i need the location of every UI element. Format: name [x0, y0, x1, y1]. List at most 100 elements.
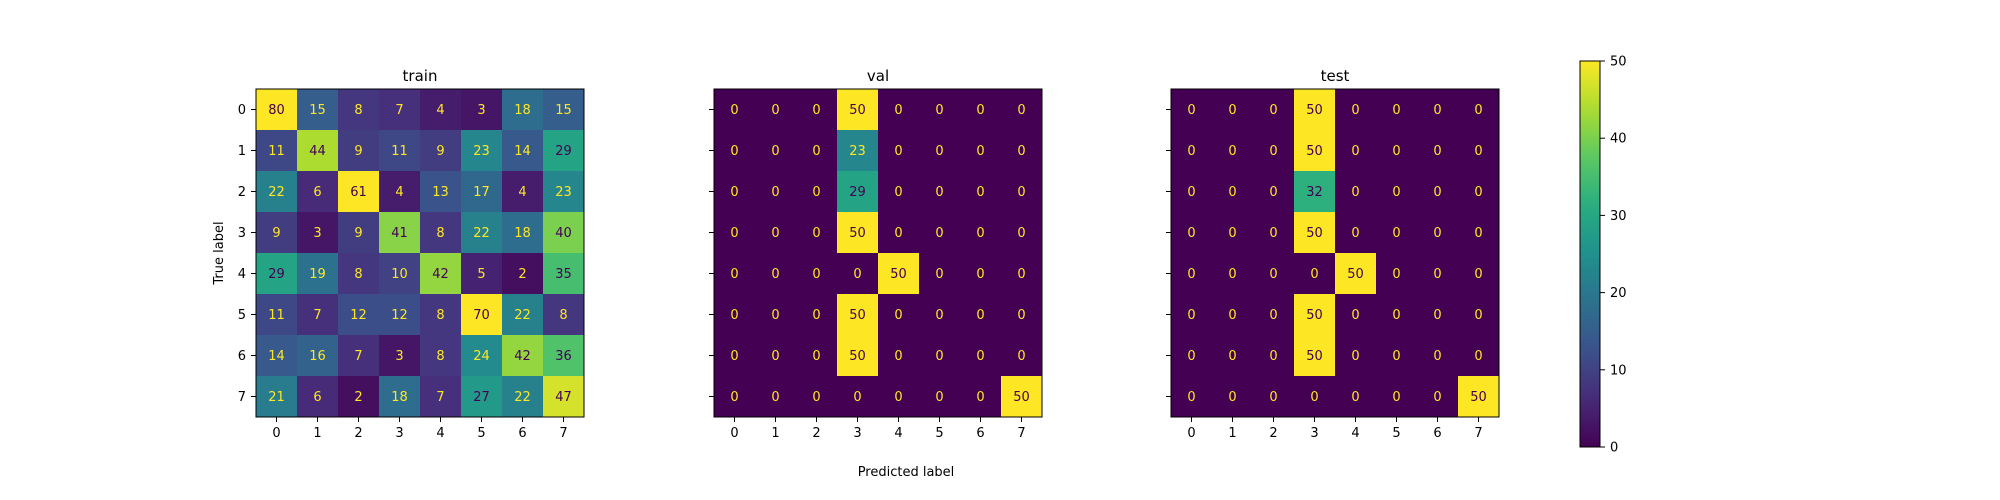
x-tick-label: 0 — [272, 426, 280, 441]
cell-value-label: 50 — [1013, 390, 1030, 405]
cell-value-label: 11 — [391, 144, 408, 159]
heatmap-cell — [1376, 89, 1418, 131]
cell-value-label: 0 — [976, 349, 984, 364]
cell-value-label: 0 — [812, 349, 820, 364]
heatmap-cell — [379, 294, 421, 336]
cell-value-label: 0 — [771, 226, 779, 241]
x-tick-label: 5 — [477, 426, 485, 441]
heatmap-cell — [461, 294, 503, 336]
heatmap-cell — [297, 335, 339, 377]
heatmap-cell — [960, 89, 1002, 131]
cell-value-label: 12 — [350, 308, 367, 323]
heatmap-cell — [502, 294, 544, 336]
cell-value-label: 7 — [436, 390, 444, 405]
heatmap-cell — [420, 212, 462, 254]
cell-value-label: 3 — [313, 226, 321, 241]
shared-x-axis-label: Predicted label — [858, 465, 955, 480]
heatmap-cell — [543, 335, 585, 377]
cell-value-label: 42 — [514, 349, 531, 364]
cell-value-label: 11 — [268, 144, 285, 159]
cell-value-label: 4 — [436, 103, 444, 118]
heatmap-cell — [1253, 335, 1295, 377]
cell-value-label: 6 — [313, 185, 321, 200]
cell-value-label: 47 — [555, 390, 572, 405]
cell-value-label: 42 — [432, 267, 449, 282]
heatmap-cell — [461, 376, 503, 418]
x-tick-label: 4 — [436, 426, 444, 441]
heatmap-cell — [379, 89, 421, 131]
heatmap-cell — [1417, 376, 1459, 418]
cell-value-label: 0 — [1187, 103, 1195, 118]
x-tick-label: 2 — [812, 426, 820, 441]
x-tick-label: 0 — [1187, 426, 1195, 441]
cell-value-label: 0 — [1351, 185, 1359, 200]
cell-value-label: 32 — [1306, 185, 1323, 200]
heatmap-cell — [461, 253, 503, 295]
x-tick-label: 2 — [1269, 426, 1277, 441]
heatmap-cell — [1458, 89, 1500, 131]
cell-value-label: 0 — [1474, 144, 1482, 159]
cell-value-label: 18 — [391, 390, 408, 405]
cell-value-label: 40 — [555, 226, 572, 241]
cell-value-label: 0 — [730, 226, 738, 241]
heatmap-cell — [297, 253, 339, 295]
x-tick-label: 0 — [730, 426, 738, 441]
cell-value-label: 0 — [1017, 185, 1025, 200]
heatmap-cell — [878, 335, 920, 377]
heatmap-cell — [543, 253, 585, 295]
heatmap-cell — [878, 89, 920, 131]
cell-value-label: 8 — [436, 226, 444, 241]
heatmap-cell — [297, 89, 339, 131]
heatmap-cell — [1001, 212, 1043, 254]
cell-value-label: 0 — [1269, 308, 1277, 323]
cell-value-label: 0 — [935, 267, 943, 282]
shared-y-axis-label: True label — [212, 221, 227, 285]
heatmap-cell — [1376, 376, 1418, 418]
heatmap-cell — [796, 376, 838, 418]
cell-value-label: 0 — [730, 308, 738, 323]
panel-test: 0 0 0 50 0 0 0 00 0 0 50 0 0 0 00 0 0 32 0 0 0 00 0 0 50 0 0 0 00 0 0 0… — [1166, 67, 1500, 441]
cell-value-label: 14 — [268, 349, 285, 364]
heatmap-cell — [379, 376, 421, 418]
cell-value-label: 0 — [1351, 144, 1359, 159]
cell-value-label: 14 — [514, 144, 531, 159]
cell-value-label: 0 — [894, 144, 902, 159]
y-tick-label: 7 — [238, 390, 246, 405]
heatmap-cell — [837, 253, 879, 295]
heatmap-cell — [960, 294, 1002, 336]
cell-value-label: 0 — [894, 390, 902, 405]
colorbar-tick-label: 30 — [1610, 209, 1627, 224]
heatmap-cell — [1253, 89, 1295, 131]
heatmap-cell — [960, 253, 1002, 295]
heatmap-cell — [1458, 294, 1500, 336]
heatmap-cell — [1001, 335, 1043, 377]
heatmap-cell — [1212, 171, 1254, 213]
heatmap-cell — [338, 212, 380, 254]
heatmap-cell — [420, 294, 462, 336]
heatmap-cell — [1417, 335, 1459, 377]
heatmap-cell — [502, 89, 544, 131]
cell-value-label: 0 — [1269, 267, 1277, 282]
cell-value-label: 50 — [890, 267, 907, 282]
cell-value-label: 0 — [1474, 103, 1482, 118]
y-tick-label: 2 — [238, 185, 246, 200]
cell-value-label: 0 — [1433, 267, 1441, 282]
heatmap-cell — [1001, 130, 1043, 172]
heatmap-cell — [379, 212, 421, 254]
heatmap-cell — [297, 294, 339, 336]
heatmap-cell — [338, 253, 380, 295]
cell-value-label: 0 — [1017, 226, 1025, 241]
cell-value-label: 0 — [1474, 349, 1482, 364]
heatmap-cell — [1212, 335, 1254, 377]
heatmap-cell — [1171, 89, 1213, 131]
heatmap-cell — [755, 89, 797, 131]
cell-value-label: 23 — [555, 185, 572, 200]
cell-value-label: 0 — [976, 103, 984, 118]
heatmap-cell — [297, 212, 339, 254]
heatmap-cell — [543, 171, 585, 213]
heatmap-cell — [878, 376, 920, 418]
cell-value-label: 3 — [477, 103, 485, 118]
heatmap-cell — [1458, 335, 1500, 377]
